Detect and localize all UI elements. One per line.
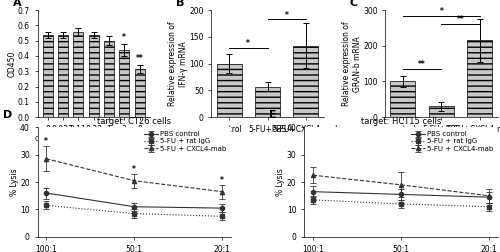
Text: A: A — [13, 0, 22, 8]
Text: **: ** — [457, 15, 464, 24]
Bar — [429, 106, 454, 117]
Text: *: * — [285, 11, 288, 20]
Bar — [74, 32, 83, 117]
Text: *: * — [246, 39, 250, 48]
Title: target: HCT15 cells: target: HCT15 cells — [360, 117, 441, 127]
Text: C: C — [350, 0, 358, 8]
Y-axis label: % Lysis: % Lysis — [276, 168, 285, 196]
Text: *: * — [220, 176, 224, 185]
Bar — [58, 35, 68, 117]
Bar — [88, 35, 99, 117]
Text: **: ** — [136, 54, 143, 63]
Legend: PBS control, 5-FU + rat IgG, 5-FU + CXCL4-mab: PBS control, 5-FU + rat IgG, 5-FU + CXCL… — [410, 131, 494, 152]
Text: B: B — [176, 0, 184, 8]
Bar — [42, 35, 52, 117]
Title: target: CT26 cells: target: CT26 cells — [97, 117, 171, 127]
Text: *: * — [132, 165, 136, 174]
Bar — [390, 81, 415, 117]
X-axis label: Concentration of rhCXCL4 (ug/ml): Concentration of rhCXCL4 (ug/ml) — [34, 135, 152, 142]
Bar — [104, 41, 114, 117]
Text: *: * — [440, 7, 444, 16]
Text: **: ** — [418, 60, 426, 69]
Bar — [468, 40, 492, 117]
Text: E: E — [270, 110, 277, 120]
Legend: PBS control, 5-FU + rat IgG, 5-FU + CXCL4-mab: PBS control, 5-FU + rat IgG, 5-FU + CXCL… — [144, 131, 228, 152]
Y-axis label: Relative expression of
GRAN-b mRNA: Relative expression of GRAN-b mRNA — [342, 21, 361, 106]
Text: *: * — [44, 137, 48, 146]
Y-axis label: % Lysis: % Lysis — [10, 168, 18, 196]
Bar — [255, 87, 280, 117]
Y-axis label: OD450: OD450 — [8, 50, 16, 77]
Bar — [134, 69, 144, 117]
Text: *: * — [122, 33, 126, 42]
Text: D: D — [2, 110, 12, 120]
Bar — [294, 46, 318, 117]
Bar — [216, 64, 242, 117]
Bar — [120, 50, 130, 117]
Y-axis label: Relative expression of
IFN-γ mRNA: Relative expression of IFN-γ mRNA — [168, 21, 188, 106]
